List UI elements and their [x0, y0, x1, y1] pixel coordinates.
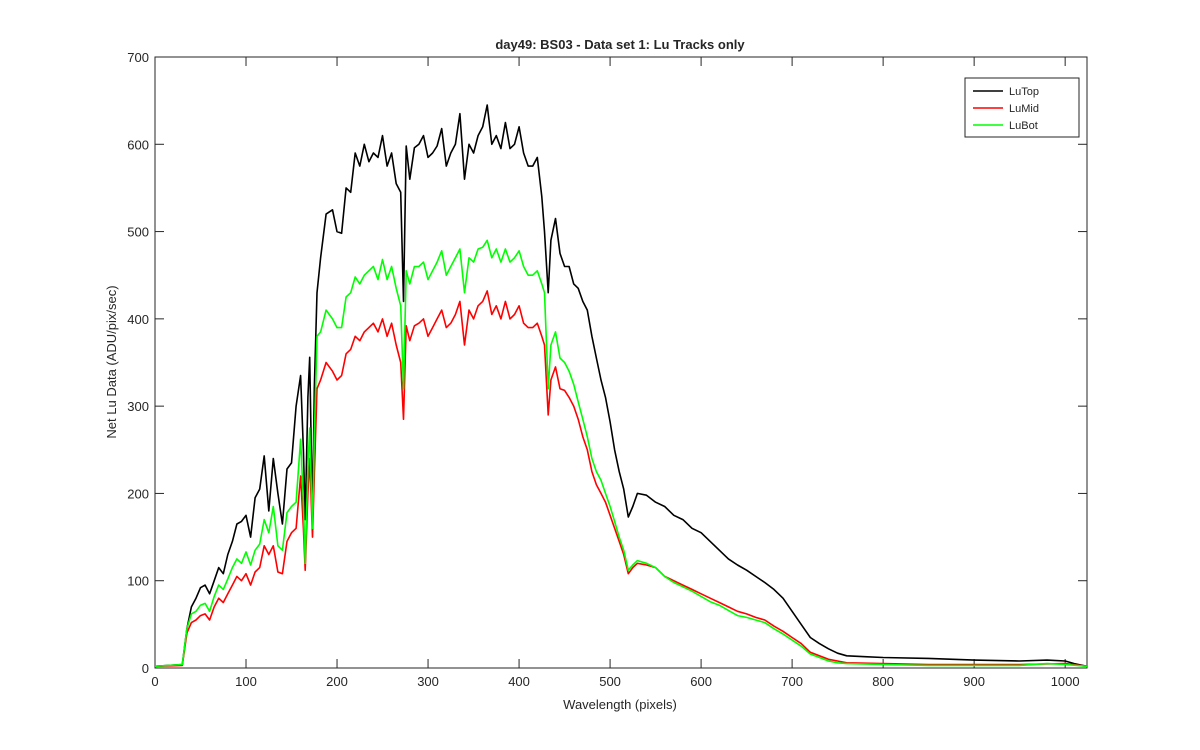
y-tick-label: 0 — [142, 661, 149, 676]
series-line-lubot — [154, 239, 1088, 668]
x-tick-label: 100 — [235, 674, 257, 689]
x-tick-label: 200 — [326, 674, 348, 689]
x-tick-label: 300 — [417, 674, 439, 689]
y-tick-label: 300 — [127, 399, 149, 414]
x-axis-ticks: 0 100 200 300 400 500 600 700 800 900 1000 — [151, 57, 1080, 689]
y-tick-label: 200 — [127, 486, 149, 501]
y-axis-label: Net Lu Data (ADU/pix/sec) — [104, 285, 119, 438]
legend-label-lubot: LuBot — [1009, 120, 1038, 132]
plot-area: 0 100 200 300 400 500 600 700 800 900 1000 0 100 200… — [127, 50, 1088, 689]
x-tick-label: 800 — [872, 674, 894, 689]
x-tick-label: 0 — [151, 674, 158, 689]
x-tick-label: 400 — [508, 674, 530, 689]
legend: LuTop LuMid LuBot — [964, 77, 1080, 138]
y-tick-label: 400 — [127, 312, 149, 327]
x-tick-label: 500 — [599, 674, 621, 689]
x-tick-label: 900 — [963, 674, 985, 689]
x-tick-label: 700 — [781, 674, 803, 689]
y-tick-label: 500 — [127, 225, 149, 240]
chart-title: day49: BS03 - Data set 1: Lu Tracks only — [495, 37, 745, 52]
y-tick-label: 100 — [127, 574, 149, 589]
y-tick-label: 600 — [127, 137, 149, 152]
legend-label-lumid: LuMid — [1009, 103, 1039, 115]
legend-label-lutop: LuTop — [1009, 86, 1039, 98]
x-tick-label: 600 — [690, 674, 712, 689]
axes-box — [154, 56, 1088, 669]
series-line-lutop — [154, 104, 1088, 668]
series-line-lumid — [154, 290, 1088, 668]
x-axis-label: Wavelength (pixels) — [563, 697, 677, 712]
x-tick-label: 1000 — [1051, 674, 1080, 689]
y-tick-label: 700 — [127, 50, 149, 65]
y-axis-ticks: 0 100 200 300 400 500 600 700 — [127, 50, 1087, 676]
series-layer — [154, 104, 1088, 668]
legend-entries: LuTop LuMid LuBot — [973, 86, 1039, 132]
